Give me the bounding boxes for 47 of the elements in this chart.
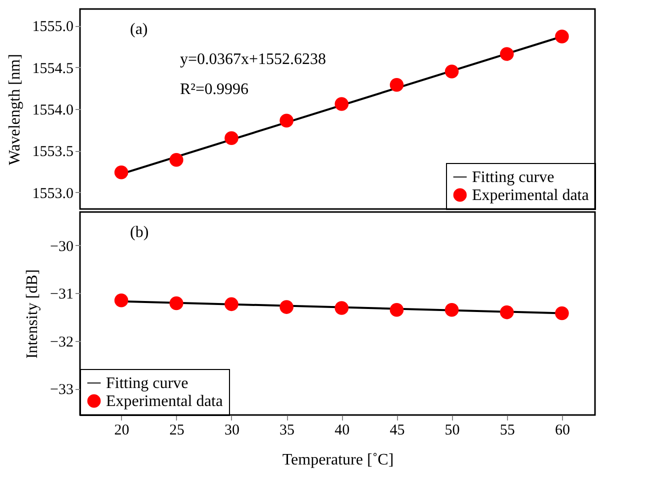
legend-label: Fitting curve xyxy=(106,375,188,392)
x-tick-label: 50 xyxy=(444,422,460,438)
x-tick-label: 45 xyxy=(390,422,405,438)
x-tick-label: 25 xyxy=(169,422,184,438)
point xyxy=(444,64,459,78)
annotation: y=0.0367x+1552.6238 xyxy=(180,51,326,68)
x-axis-title: Temperature [˚C] xyxy=(282,452,394,468)
point xyxy=(170,296,184,310)
annotation: (a) xyxy=(130,21,148,38)
y-tick-label: 1553.0 xyxy=(32,186,74,202)
legend-label: Fitting curve xyxy=(472,169,554,186)
point xyxy=(280,114,294,128)
point xyxy=(170,152,184,167)
y-axis-title: Intensity [dB] xyxy=(24,269,42,359)
y-tick-label: −30 xyxy=(50,238,74,255)
y-tick-label: −32 xyxy=(50,334,74,350)
annotation: (b) xyxy=(130,224,149,241)
point xyxy=(334,301,349,315)
y-tick-label: 1554.0 xyxy=(32,102,74,118)
x-tick-label: 60 xyxy=(554,422,570,438)
x-tick-label: 35 xyxy=(280,422,295,438)
annotation: R²=0.9996 xyxy=(180,81,248,98)
x-tick-label: 55 xyxy=(500,422,515,438)
legend-label: Experimental data xyxy=(106,393,223,410)
point xyxy=(390,303,404,317)
point xyxy=(224,131,238,146)
point xyxy=(280,300,294,314)
point xyxy=(500,305,514,320)
point xyxy=(555,306,569,320)
x-tick-label: 40 xyxy=(334,422,350,438)
y-axis-title: Wavelength [nm] xyxy=(6,54,24,166)
y-tick-label: −31 xyxy=(50,286,74,303)
y-tick-label: 1554.5 xyxy=(32,60,74,77)
point xyxy=(555,30,569,44)
x-tick-label: 20 xyxy=(114,422,130,438)
legend-label: Experimental data xyxy=(472,187,589,204)
x-tick-label: 30 xyxy=(224,422,240,438)
point xyxy=(114,293,128,308)
point xyxy=(500,47,514,61)
y-tick-label: 1553.5 xyxy=(32,144,74,160)
point xyxy=(444,303,459,317)
point xyxy=(390,78,404,92)
y-tick-label: −33 xyxy=(50,382,74,398)
point xyxy=(114,165,128,180)
point xyxy=(334,97,349,111)
y-tick-label: 1555.0 xyxy=(32,19,74,36)
point xyxy=(224,297,238,312)
